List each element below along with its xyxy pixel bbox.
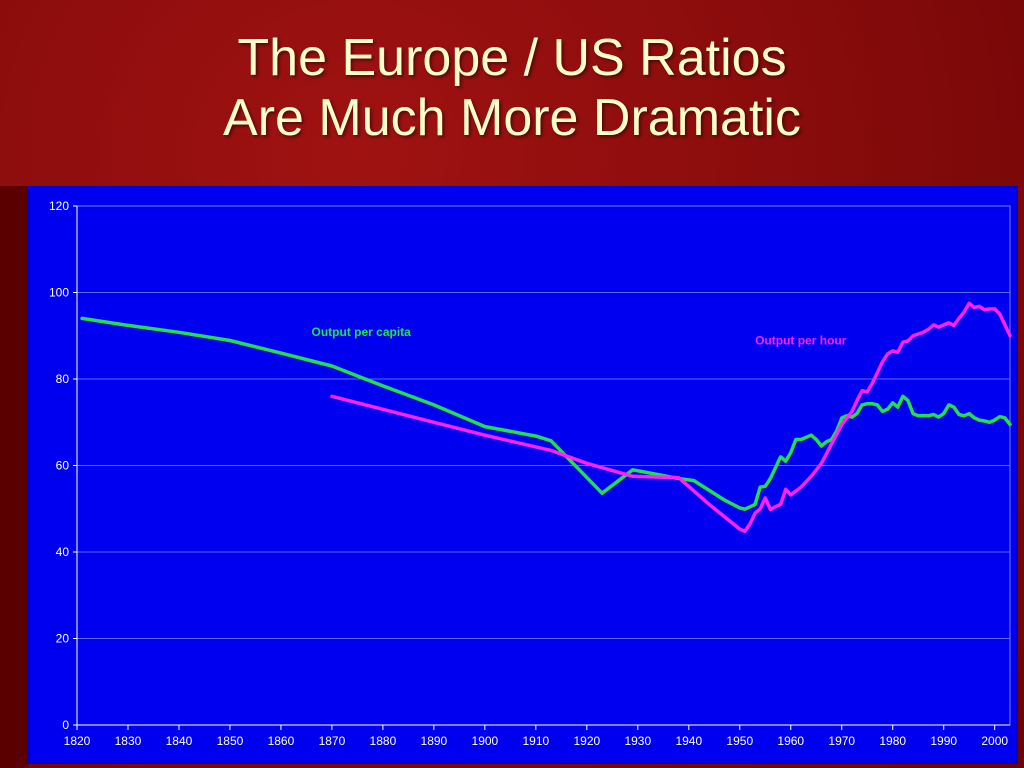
x-tick-label-1840: 1840: [166, 734, 193, 748]
slide-title-line-1: The Europe / US Ratios: [237, 29, 787, 87]
x-tick-label-1880: 1880: [370, 734, 397, 748]
series-line-output-per-capita: [80, 316, 1012, 511]
series-line-output-per-hour: [330, 301, 1012, 533]
x-tick-label-1990: 1990: [930, 734, 957, 748]
x-tick-label-1920: 1920: [573, 734, 600, 748]
x-tick-label-1910: 1910: [523, 734, 550, 748]
x-tick-label-1940: 1940: [675, 734, 702, 748]
series-label-output-per-hour: Output per hour: [755, 333, 847, 347]
y-tick-label-120: 120: [49, 199, 69, 213]
y-tick-label-40: 40: [56, 545, 70, 559]
y-tick-label-60: 60: [56, 459, 70, 473]
x-tick-label-2000: 2000: [981, 734, 1008, 748]
x-tick-label-1860: 1860: [268, 734, 295, 748]
decorative-band: [0, 186, 28, 768]
series-label-output-per-capita: Output per capita: [312, 325, 412, 339]
x-tick-label-1870: 1870: [319, 734, 346, 748]
y-tick-label-0: 0: [62, 718, 69, 732]
x-tick-label-1830: 1830: [115, 734, 142, 748]
x-tick-label-1890: 1890: [421, 734, 448, 748]
x-tick-label-1960: 1960: [777, 734, 804, 748]
y-tick-label-80: 80: [56, 372, 70, 386]
x-tick-label-1950: 1950: [726, 734, 753, 748]
x-tick-label-1850: 1850: [217, 734, 244, 748]
y-tick-label-20: 20: [56, 632, 70, 646]
line-chart: 0 20 40 60 80 100 120 1820 1830 1840 1850 1860 1870 1…: [49, 199, 1012, 748]
chart-panel: 0 20 40 60 80 100 120 1820 1830 1840 1850 1860 1870 1…: [28, 186, 1018, 764]
x-tick-label-1970: 1970: [828, 734, 855, 748]
slide-title: The Europe / US Ratios Are Much More Dra…: [0, 28, 1024, 148]
x-tick-label-1930: 1930: [624, 734, 651, 748]
y-tick-label-100: 100: [49, 286, 69, 300]
x-tick-label-1900: 1900: [472, 734, 499, 748]
x-tick-label-1980: 1980: [879, 734, 906, 748]
slide-title-line-2: Are Much More Dramatic: [223, 89, 801, 147]
x-tick-label-1820: 1820: [64, 734, 91, 748]
